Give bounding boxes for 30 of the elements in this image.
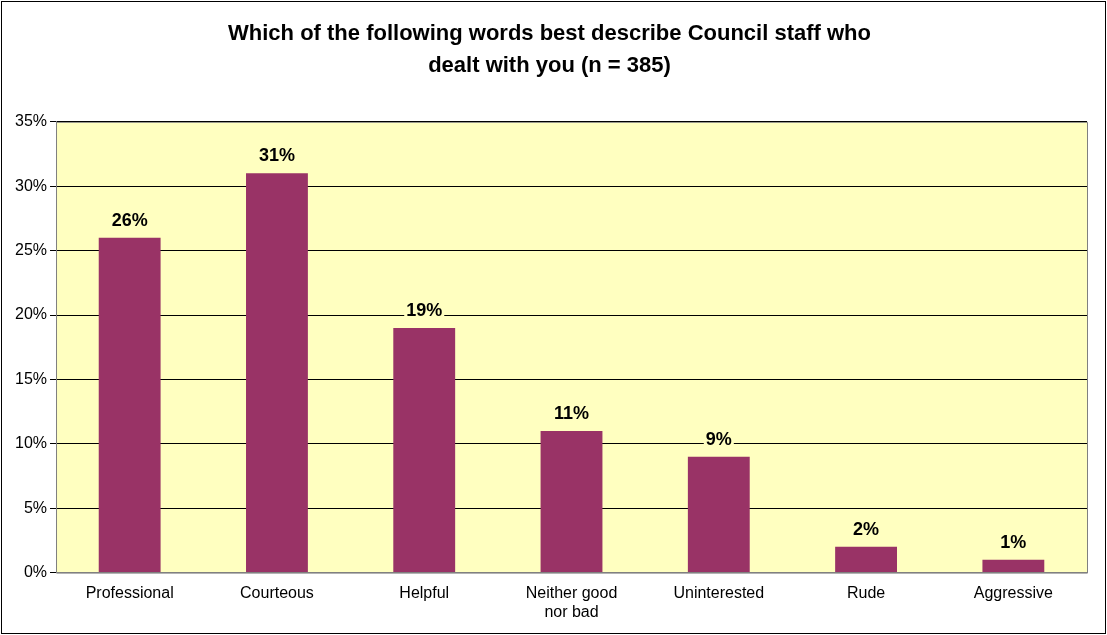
x-tick-label: Aggressive bbox=[973, 583, 1054, 601]
y-tick-label: 25% bbox=[14, 241, 48, 259]
chart-title: Which of the following words best describe Council staff who dealt with you (n = 385) bbox=[228, 20, 871, 77]
y-tick-label: 15% bbox=[14, 369, 48, 387]
x-tick-label: Rude bbox=[846, 583, 886, 601]
bar bbox=[540, 430, 603, 573]
data-label: 11% bbox=[553, 402, 590, 423]
bar bbox=[835, 546, 898, 573]
x-tick-label: Courteous bbox=[240, 583, 314, 601]
y-tick-label: 35% bbox=[14, 112, 48, 130]
x-tick-label: Uninterested bbox=[673, 583, 765, 601]
y-tick-label: 0% bbox=[23, 563, 48, 581]
bar bbox=[687, 456, 750, 573]
data-label: 1% bbox=[1000, 531, 1027, 552]
x-tick-label: Professional bbox=[85, 583, 174, 601]
data-label: 19% bbox=[406, 299, 443, 320]
y-tick-label: 20% bbox=[14, 305, 48, 323]
data-label: 31% bbox=[258, 145, 295, 166]
bar bbox=[982, 559, 1045, 573]
x-tick-label: Neither good nor bad bbox=[525, 583, 618, 620]
y-tick-label: 5% bbox=[23, 498, 48, 516]
bar bbox=[98, 237, 161, 573]
bar bbox=[393, 327, 456, 573]
data-label: 26% bbox=[111, 209, 148, 230]
x-tick-label: Helpful bbox=[399, 583, 450, 601]
data-label: 9% bbox=[705, 428, 732, 449]
bar bbox=[246, 173, 308, 573]
y-tick-label: 10% bbox=[14, 434, 48, 452]
y-tick-label: 30% bbox=[14, 176, 48, 194]
data-label: 2% bbox=[853, 518, 880, 539]
